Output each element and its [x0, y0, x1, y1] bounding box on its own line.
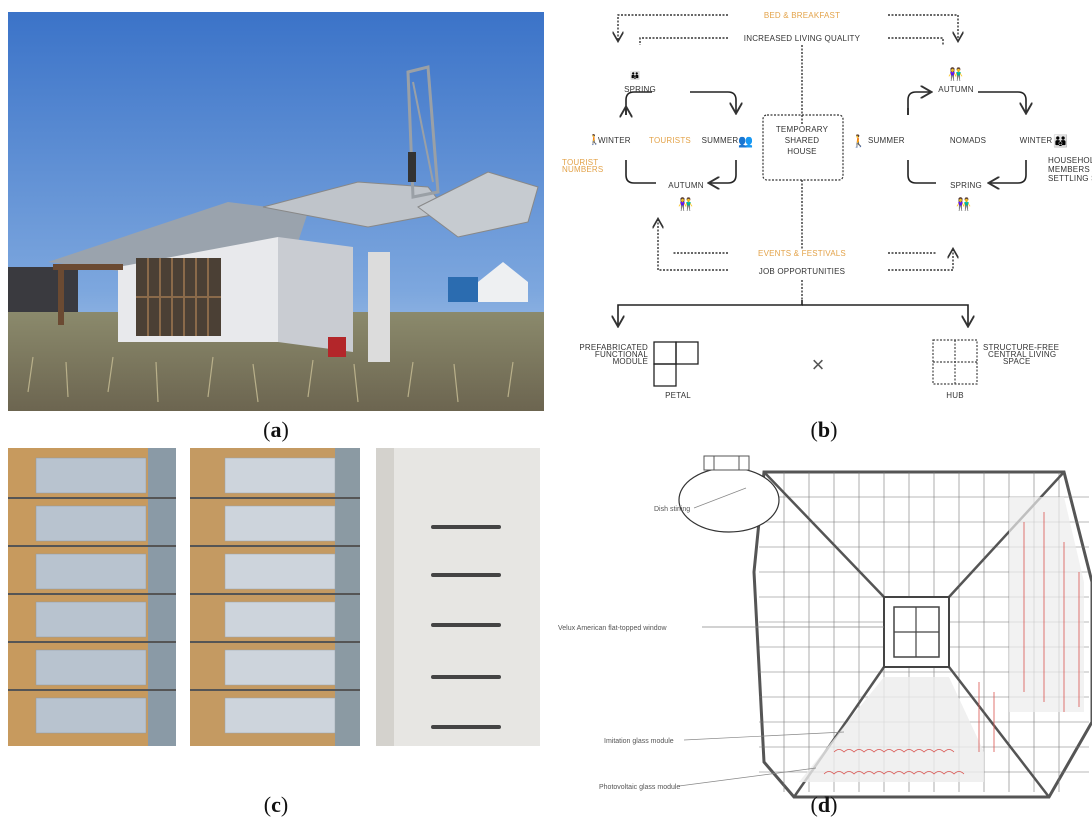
- roof-plan-drawing: Dish stirling Velux American flat-topped…: [554, 452, 1092, 800]
- caption-d: (d): [810, 792, 838, 817]
- left-spring: SPRING: [624, 85, 656, 94]
- right-autumn: AUTUMN: [938, 85, 973, 94]
- household-3: SETTLING SPOT: [1048, 174, 1092, 183]
- label-hub: HUB: [946, 391, 964, 400]
- label-photovoltaic-glass: Photovoltaic glass module: [599, 784, 680, 791]
- house-photo-illustration: [8, 12, 544, 411]
- cross-symbol: ×: [812, 352, 825, 377]
- right-nomads: NOMADS: [950, 136, 986, 145]
- label-dish-stirling: Dish stirling: [654, 506, 690, 513]
- tourist-numbers-2: NUMBERS: [562, 165, 603, 174]
- left-summer: SUMMER: [702, 136, 739, 145]
- photo-finished-wall: [376, 448, 540, 746]
- petal-desc-1: PREFABRICATED: [579, 343, 648, 352]
- photo-house-solar-dish: [8, 12, 544, 411]
- petal-desc-3: MODULE: [613, 357, 648, 366]
- couple-icon: 👫: [956, 197, 971, 211]
- hub-shape: [932, 339, 978, 385]
- label-petal: PETAL: [665, 391, 691, 400]
- tourist-numbers-1: TOURIST: [562, 158, 598, 167]
- label-velux-window: Velux American flat-topped window: [558, 625, 668, 632]
- couple-icon: 👫: [678, 197, 693, 211]
- petal-shape: [653, 341, 699, 387]
- caption-a: (a): [263, 417, 289, 442]
- hub-desc-1: STRUCTURE-FREE: [983, 343, 1059, 352]
- left-winter: WINTER: [598, 136, 631, 145]
- photo-wall-strips: [190, 448, 360, 746]
- right-spring: SPRING: [950, 181, 982, 190]
- center-line-1: TEMPORARY: [776, 125, 829, 134]
- person-icon: 🚶: [851, 134, 866, 148]
- label-events-festivals: EVENTS & FESTIVALS: [758, 249, 846, 258]
- person-icon: 🚶: [588, 133, 600, 146]
- center-line-2: SHARED: [785, 136, 820, 145]
- left-autumn: AUTUMN: [668, 181, 703, 190]
- hub-desc-2: CENTRAL LIVING: [988, 350, 1056, 359]
- label-job-opportunities: JOB OPPORTUNITIES: [759, 267, 845, 276]
- label-imitation-glass: Imitation glass module: [604, 738, 674, 745]
- left-tourists: TOURISTS: [649, 136, 691, 145]
- petal-desc-2: FUNCTIONAL: [595, 350, 648, 359]
- household-1: HOUSEHOLD: [1048, 156, 1092, 165]
- right-winter: WINTER: [1020, 136, 1053, 145]
- hub-desc-3: SPACE: [1003, 357, 1031, 366]
- photo-wall-modules: [8, 448, 176, 746]
- caption-b: (b): [810, 417, 838, 442]
- household-2: MEMBERS AT: [1048, 165, 1092, 174]
- label-increased-living-quality: INCREASED LIVING QUALITY: [744, 34, 861, 43]
- person-icon: 👪: [630, 70, 640, 80]
- group-icon: 👥: [738, 134, 753, 148]
- right-summer: SUMMER: [868, 136, 905, 145]
- diagram-temporary-shared-house: BED & BREAKFAST INCREASED LIVING QUALITY…: [558, 0, 1092, 400]
- center-line-3: HOUSE: [787, 147, 816, 156]
- caption-c: (c): [263, 792, 289, 817]
- group-icon: 👪: [1053, 134, 1068, 148]
- label-bed-breakfast: BED & BREAKFAST: [764, 11, 840, 20]
- person-icon: 👫: [948, 67, 963, 81]
